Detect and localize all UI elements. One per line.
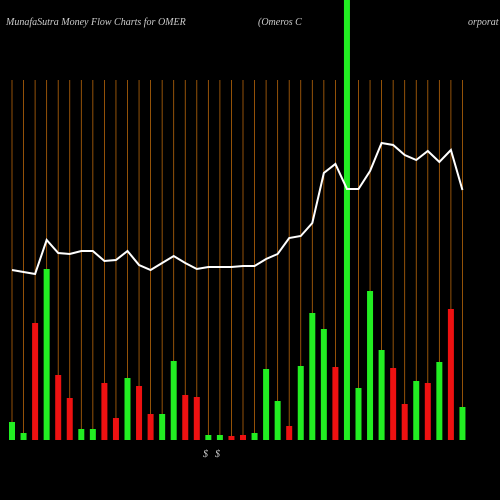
bar xyxy=(251,433,258,440)
bar xyxy=(240,435,246,440)
chart-subtitle-tail: orporat xyxy=(468,17,499,28)
bar xyxy=(9,422,15,440)
bar xyxy=(159,414,166,440)
money-flow-line xyxy=(11,141,464,276)
bar xyxy=(343,0,350,440)
bar xyxy=(32,323,39,440)
bar xyxy=(378,350,385,440)
chart-subtitle: (Omeros C xyxy=(258,17,302,28)
annotation: $ xyxy=(215,449,220,460)
chart-title: MunafaSutra Money Flow Charts for OMER xyxy=(5,17,186,28)
bar xyxy=(216,435,223,440)
bar xyxy=(401,404,408,440)
bar xyxy=(274,401,281,440)
bar xyxy=(170,361,177,440)
bar xyxy=(193,397,200,440)
bar xyxy=(424,383,431,440)
bar xyxy=(355,388,362,440)
bar xyxy=(297,366,304,440)
bar xyxy=(124,378,131,440)
bar xyxy=(101,383,108,440)
bar xyxy=(112,418,119,440)
bar xyxy=(228,436,235,440)
bar xyxy=(413,381,420,440)
bar xyxy=(43,269,50,440)
bar xyxy=(147,414,154,440)
bar xyxy=(182,395,189,440)
bar xyxy=(136,386,143,440)
bar xyxy=(286,426,293,440)
bar xyxy=(205,435,212,440)
bar xyxy=(447,309,454,440)
bar xyxy=(390,368,397,440)
bar xyxy=(459,407,466,440)
bar xyxy=(263,369,270,440)
bar xyxy=(66,398,73,440)
bar xyxy=(78,429,85,440)
bar xyxy=(436,362,443,440)
bar xyxy=(332,367,339,440)
bar xyxy=(367,291,374,440)
bar xyxy=(55,375,62,440)
bar xyxy=(89,429,96,440)
bar xyxy=(20,433,27,440)
annotation: $ xyxy=(203,449,208,460)
bar xyxy=(320,329,327,440)
bar xyxy=(309,313,316,440)
